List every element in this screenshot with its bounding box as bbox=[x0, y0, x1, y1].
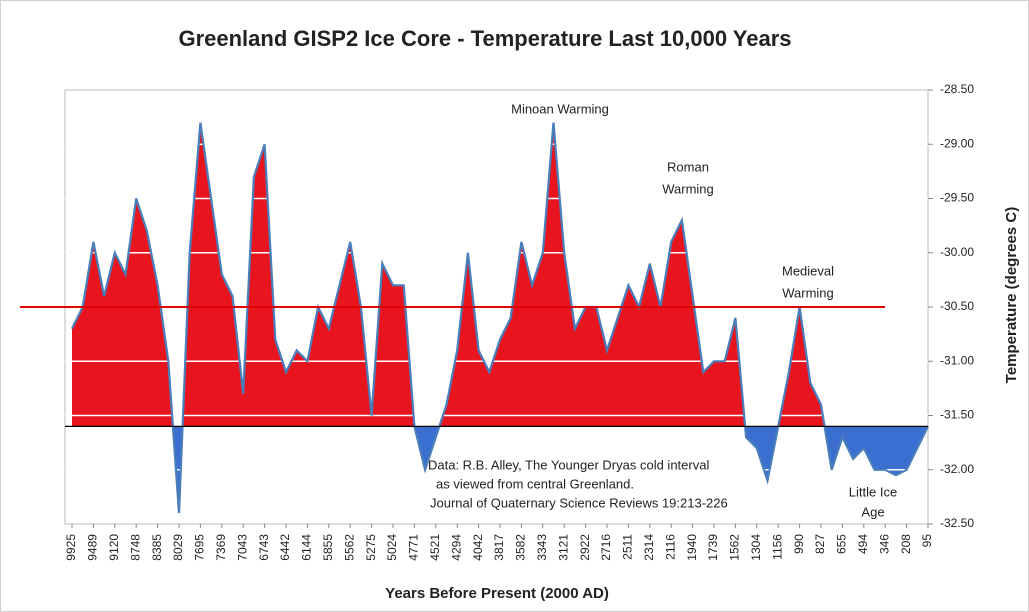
x-tick-label: 3582 bbox=[514, 534, 528, 561]
y-tick-label: -32.50 bbox=[940, 516, 974, 530]
x-tick-label: 1562 bbox=[728, 534, 742, 561]
x-tick-label: 2922 bbox=[578, 534, 592, 561]
x-tick-label: 6743 bbox=[257, 534, 271, 561]
x-tick-label: 9925 bbox=[64, 534, 78, 561]
x-tick-label: 1304 bbox=[749, 534, 763, 561]
y-tick-label: -29.00 bbox=[940, 136, 974, 150]
x-tick-label: 5855 bbox=[321, 534, 335, 561]
x-tick-label: 4294 bbox=[449, 534, 463, 561]
x-tick-label: 655 bbox=[835, 534, 849, 554]
y-tick-label: -31.50 bbox=[940, 408, 974, 422]
x-tick-label: 95 bbox=[920, 534, 934, 548]
annotation: Roman bbox=[667, 159, 709, 174]
x-tick-label: 5562 bbox=[342, 534, 356, 561]
x-tick-label: 5024 bbox=[385, 534, 399, 561]
x-tick-label: 1156 bbox=[770, 534, 784, 560]
annotation: Warming bbox=[782, 285, 834, 300]
y-tick-label: -31.00 bbox=[940, 353, 974, 367]
x-tick-label: 8385 bbox=[150, 534, 164, 561]
y-tick-label: -30.50 bbox=[940, 299, 974, 313]
x-tick-label: 1739 bbox=[706, 534, 720, 561]
x-tick-label: 2116 bbox=[663, 534, 677, 560]
x-tick-label: 6442 bbox=[278, 534, 292, 561]
annotation: Minoan Warming bbox=[511, 101, 609, 116]
x-tick-label: 827 bbox=[813, 534, 827, 554]
x-tick-label: 2716 bbox=[599, 534, 613, 561]
x-tick-label: 4771 bbox=[407, 534, 421, 561]
x-tick-label: 6144 bbox=[300, 534, 314, 561]
annotation: Data: R.B. Alley, The Younger Dryas cold… bbox=[428, 457, 709, 472]
area-below bbox=[172, 426, 928, 514]
annotation: Medieval bbox=[782, 263, 834, 278]
temperature-line bbox=[71, 122, 929, 514]
x-tick-label: 8029 bbox=[171, 534, 185, 561]
area-above bbox=[72, 122, 928, 427]
x-tick-label: 9120 bbox=[107, 534, 121, 561]
x-tick-label: 7369 bbox=[214, 534, 228, 561]
y-tick-label: -30.00 bbox=[940, 245, 974, 259]
x-tick-label: 208 bbox=[899, 534, 913, 554]
annotation: Journal of Quaternary Science Reviews 19… bbox=[430, 495, 728, 510]
y-tick-label: -32.00 bbox=[940, 462, 974, 476]
y-axis-title: Temperature (degrees C) bbox=[1003, 207, 1020, 383]
annotation: Warming bbox=[662, 181, 714, 196]
x-tick-label: 9489 bbox=[86, 534, 100, 561]
x-tick-label: 2314 bbox=[642, 534, 656, 561]
x-tick-label: 3343 bbox=[535, 534, 549, 561]
y-tick-label: -29.50 bbox=[940, 191, 974, 205]
chart-title: Greenland GISP2 Ice Core - Temperature L… bbox=[178, 26, 791, 51]
annotation: as viewed from central Greenland. bbox=[436, 476, 634, 491]
annotation: Age bbox=[861, 504, 884, 519]
x-tick-label: 7043 bbox=[235, 534, 249, 561]
x-tick-label: 8748 bbox=[128, 534, 142, 561]
x-tick-label: 1940 bbox=[685, 534, 699, 561]
x-tick-label: 5275 bbox=[364, 534, 378, 561]
x-tick-label: 494 bbox=[856, 534, 870, 554]
x-tick-label: 4042 bbox=[471, 534, 485, 561]
annotation: Little Ice bbox=[849, 484, 897, 499]
x-axis-title: Years Before Present (2000 AD) bbox=[385, 585, 609, 602]
y-tick-label: -28.50 bbox=[940, 82, 974, 96]
x-tick-label: 2511 bbox=[621, 534, 635, 560]
x-tick-label: 4521 bbox=[428, 534, 442, 561]
x-tick-label: 3121 bbox=[556, 534, 570, 561]
x-tick-label: 346 bbox=[877, 534, 891, 554]
x-tick-label: 3817 bbox=[492, 534, 506, 561]
x-tick-label: 990 bbox=[792, 534, 806, 554]
x-tick-label: 7695 bbox=[193, 534, 207, 561]
